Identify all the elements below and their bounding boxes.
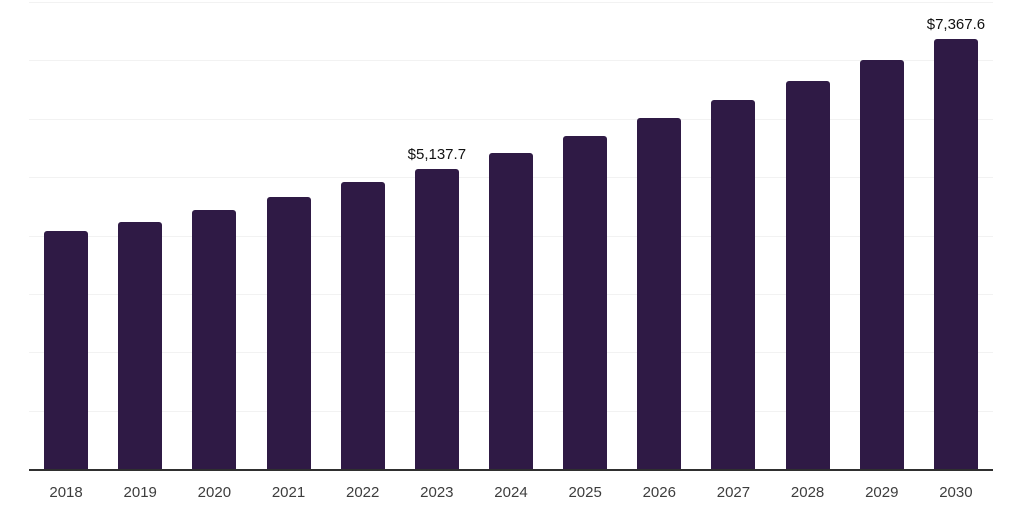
bar-2021[interactable] bbox=[266, 196, 311, 469]
x-axis-labels: 2018 2019 2020 2021 2022 2023 2024 2025 2026 2027… bbox=[29, 484, 993, 504]
bar-2030[interactable] bbox=[933, 38, 978, 469]
x-axis-label-2020: 2020 bbox=[197, 484, 232, 501]
bar-2027[interactable] bbox=[711, 99, 756, 469]
x-axis-label-2027: 2027 bbox=[716, 484, 751, 501]
gridline bbox=[29, 118, 993, 120]
gridline bbox=[29, 2, 993, 3]
x-axis-label-2025: 2025 bbox=[568, 484, 602, 501]
bar-2025[interactable] bbox=[563, 135, 608, 469]
value-label-2023: $5,137.7 bbox=[407, 146, 467, 164]
x-axis-label-2019: 2019 bbox=[123, 484, 157, 501]
bar-2022[interactable] bbox=[340, 182, 385, 469]
x-axis-label-2029: 2029 bbox=[865, 484, 899, 501]
x-axis-label-2030: 2030 bbox=[939, 484, 973, 501]
value-label-2030: $7,367.6 bbox=[926, 15, 986, 33]
x-axis-label-2028: 2028 bbox=[790, 484, 825, 501]
x-axis-label-2021: 2021 bbox=[271, 484, 306, 501]
bar-2029[interactable] bbox=[859, 59, 904, 469]
bar-2024[interactable] bbox=[489, 152, 533, 469]
bar-2019[interactable] bbox=[118, 221, 163, 469]
bar-2018[interactable] bbox=[44, 231, 89, 469]
gridline bbox=[29, 60, 993, 62]
plot-area: $5,137.7 $7,367.6 bbox=[29, 2, 993, 469]
x-axis-label-2022: 2022 bbox=[345, 484, 380, 501]
bar-2023[interactable] bbox=[414, 169, 459, 469]
x-axis-line bbox=[29, 469, 993, 471]
x-axis-label-2023: 2023 bbox=[420, 484, 454, 501]
bar-2026[interactable] bbox=[637, 117, 682, 469]
bar-2028[interactable] bbox=[785, 81, 830, 469]
x-axis-label-2018: 2018 bbox=[49, 484, 83, 501]
x-axis-label-2024: 2024 bbox=[494, 484, 528, 501]
bar-2020[interactable] bbox=[192, 209, 237, 469]
x-axis-label-2026: 2026 bbox=[642, 484, 676, 501]
